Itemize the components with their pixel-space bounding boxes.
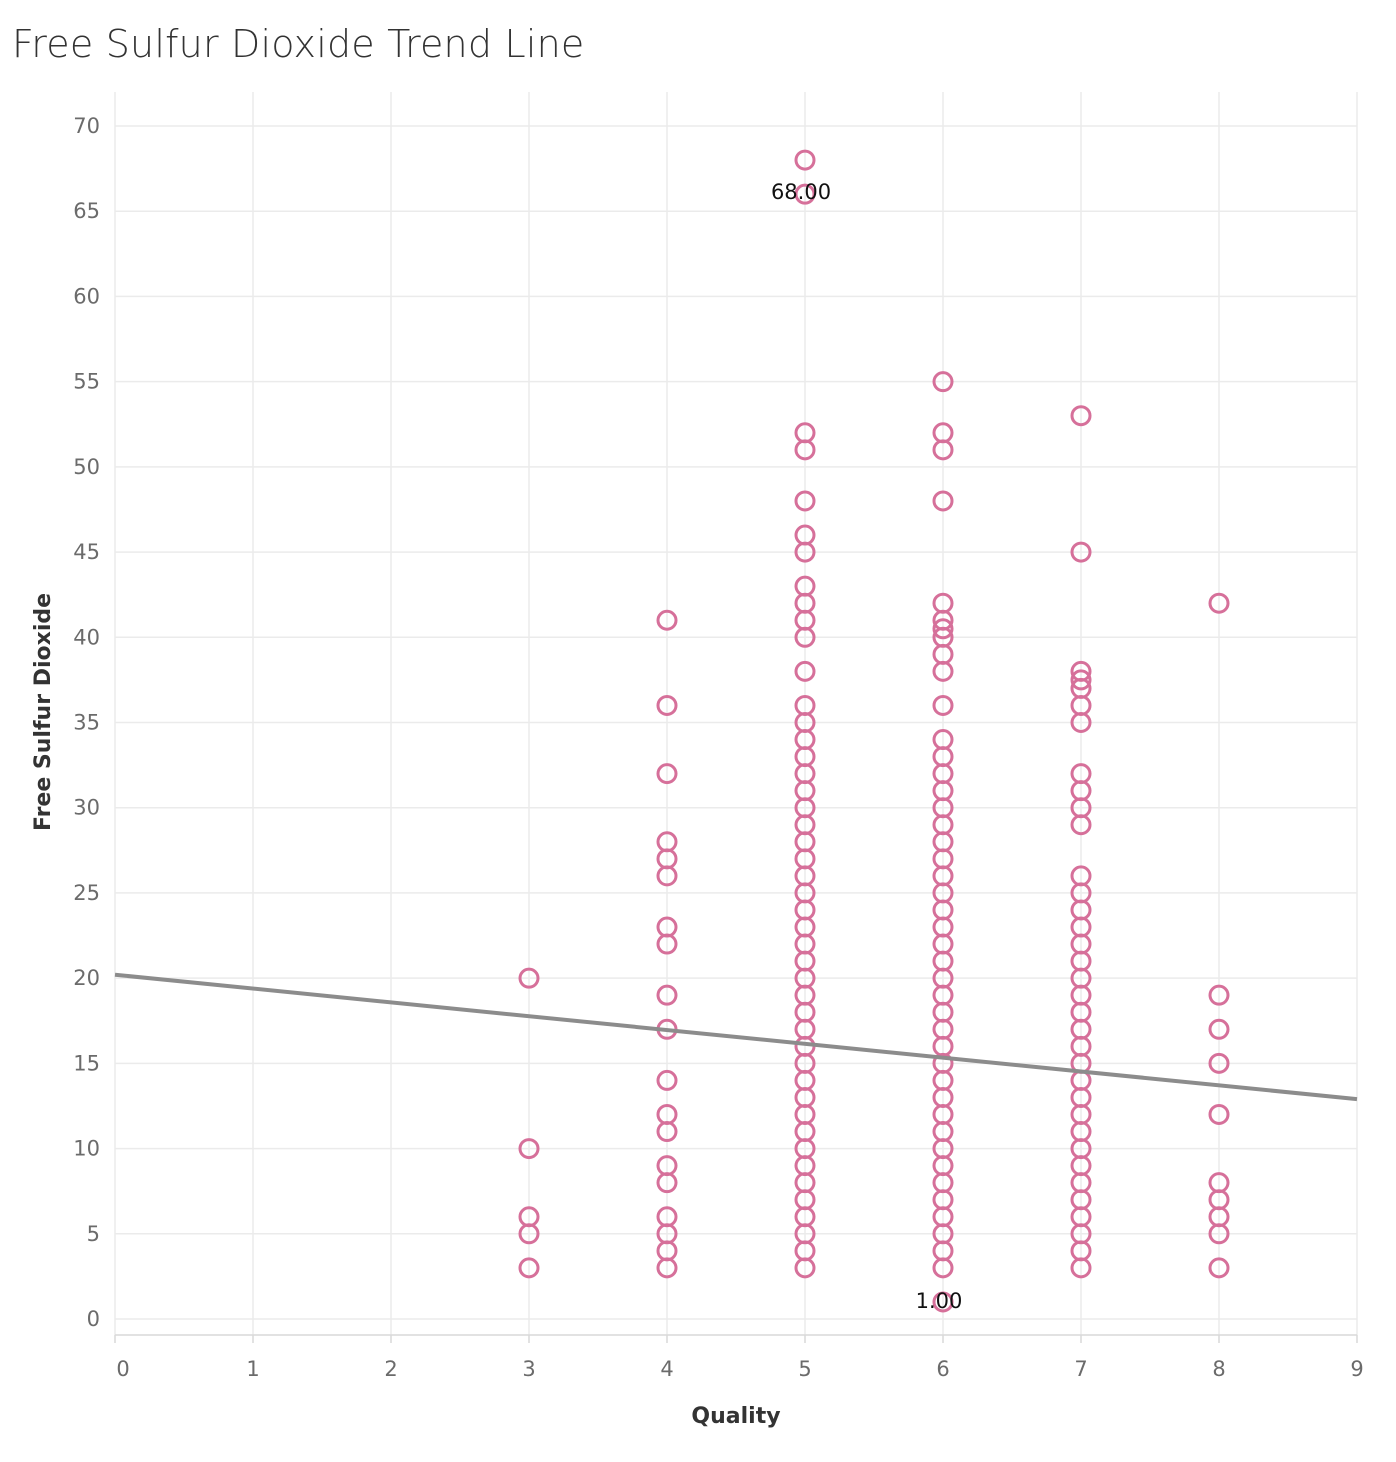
y-tick-label: 0: [87, 1307, 100, 1331]
data-point[interactable]: [932, 729, 954, 751]
trend-line[interactable]: [114, 972, 1358, 1102]
data-point[interactable]: [1208, 1103, 1230, 1125]
data-point[interactable]: [1070, 405, 1092, 427]
data-point[interactable]: [656, 916, 678, 938]
data-point[interactable]: [518, 967, 540, 989]
y-tick-label: 30: [73, 796, 100, 820]
data-point[interactable]: [1208, 1172, 1230, 1194]
data-point[interactable]: [794, 524, 816, 546]
grid-lines: [114, 92, 1358, 1336]
data-labels: 68.00 1.00: [771, 180, 962, 1313]
data-point[interactable]: [656, 763, 678, 785]
chart-title: Free Sulfur Dioxide Trend Line: [12, 22, 585, 66]
data-point[interactable]: [932, 592, 954, 614]
data-point[interactable]: [1208, 1052, 1230, 1074]
y-axis-ticks: 0 5 10 15 20 25 30 35 40 45 50 55 60 65 70: [73, 114, 100, 1331]
trend-line-group[interactable]: [114, 972, 1358, 1102]
data-point[interactable]: [1070, 669, 1092, 691]
data-point[interactable]: [794, 660, 816, 682]
y-tick-label: 65: [73, 199, 100, 223]
data-point[interactable]: [656, 831, 678, 853]
y-tick-label: 50: [73, 455, 100, 479]
data-point[interactable]: [794, 694, 816, 716]
y-tick-label: 15: [73, 1051, 100, 1075]
data-point[interactable]: [518, 1257, 540, 1279]
data-point[interactable]: [656, 1103, 678, 1125]
y-tick-label: 40: [73, 625, 100, 649]
data-point[interactable]: [1208, 592, 1230, 614]
data-point[interactable]: [1208, 984, 1230, 1006]
y-tick-label: 70: [73, 114, 100, 138]
data-label: 68.00: [771, 180, 831, 204]
x-tick-label: 4: [660, 1357, 673, 1381]
y-tick-label: 60: [73, 284, 100, 308]
x-tick-label: 2: [384, 1357, 397, 1381]
y-tick-label: 5: [87, 1222, 100, 1246]
data-point[interactable]: [1070, 763, 1092, 785]
x-tick-label: 8: [1212, 1357, 1225, 1381]
data-point[interactable]: [794, 183, 816, 205]
x-axis-ticks: 0 1 2 3 4 5 6 7 8 9: [114, 1335, 1364, 1381]
y-axis-title: Free Sulfur Dioxide: [31, 593, 56, 831]
data-point[interactable]: [518, 1206, 540, 1228]
data-point[interactable]: [656, 1206, 678, 1228]
y-tick-label: 35: [73, 711, 100, 735]
data-point[interactable]: [794, 422, 816, 444]
x-axis-title: Quality: [691, 1404, 780, 1429]
x-tick-label: 5: [798, 1357, 811, 1381]
data-point[interactable]: [1070, 541, 1092, 563]
data-point[interactable]: [794, 575, 816, 597]
data-point[interactable]: [656, 694, 678, 716]
x-tick-label: 9: [1350, 1357, 1363, 1381]
y-tick-label: 55: [73, 370, 100, 394]
data-point[interactable]: [656, 1155, 678, 1177]
x-tick-label: 0: [116, 1357, 129, 1381]
data-point[interactable]: [794, 490, 816, 512]
data-point[interactable]: [932, 371, 954, 393]
data-point[interactable]: [1070, 660, 1092, 682]
x-tick-label: 7: [1074, 1357, 1087, 1381]
data-point[interactable]: [932, 1291, 954, 1313]
data-point[interactable]: [932, 422, 954, 444]
y-tick-label: 20: [73, 966, 100, 990]
data-point[interactable]: [1208, 1018, 1230, 1040]
data-point[interactable]: [932, 694, 954, 716]
data-point[interactable]: [794, 149, 816, 171]
y-tick-label: 45: [73, 540, 100, 564]
data-label: 1.00: [916, 1289, 963, 1313]
data-point[interactable]: [1208, 1257, 1230, 1279]
x-tick-label: 3: [522, 1357, 535, 1381]
data-point[interactable]: [932, 618, 954, 640]
data-point[interactable]: [656, 1069, 678, 1091]
data-point[interactable]: [932, 490, 954, 512]
data-point[interactable]: [656, 609, 678, 631]
x-tick-label: 1: [246, 1357, 259, 1381]
x-tick-label: 6: [936, 1357, 949, 1381]
data-points[interactable]: [518, 149, 1230, 1313]
y-tick-label: 10: [73, 1137, 100, 1161]
y-tick-label: 25: [73, 881, 100, 905]
data-point[interactable]: [1070, 865, 1092, 887]
data-point[interactable]: [518, 1138, 540, 1160]
data-point[interactable]: [656, 984, 678, 1006]
